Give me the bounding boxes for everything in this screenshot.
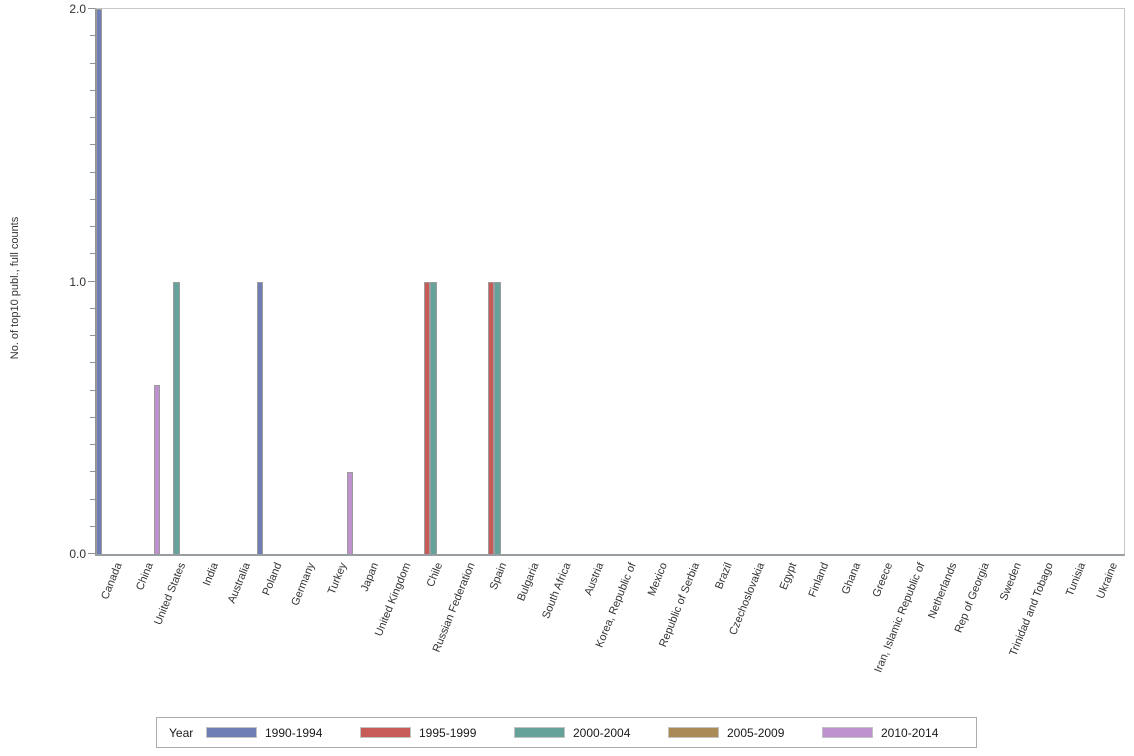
- y-minor-tick: [90, 307, 95, 309]
- y-tick-label: 1.0: [69, 274, 86, 289]
- y-axis-title: No. of top10 publ., full counts: [9, 216, 21, 360]
- y-minor-tick: [90, 362, 95, 364]
- y-minor-tick: [90, 525, 95, 527]
- x-tick-label-text: Brazil: [713, 561, 735, 592]
- plot-area: [95, 8, 1125, 556]
- x-tick-label-text: Tunisia: [1063, 561, 1088, 599]
- x-tick-label-text: China: [134, 561, 157, 593]
- bar-china-2010-2014: [153, 385, 161, 554]
- legend-title: Year: [169, 725, 194, 740]
- x-tick-label-text: Ghana: [839, 561, 864, 597]
- bar-chile-1995-1999: [423, 281, 431, 554]
- y-minor-tick: [90, 444, 95, 445]
- legend-label: 1990-1994: [265, 725, 323, 740]
- legend-swatch-1990-1994: [206, 727, 257, 738]
- bar-poland-1990-1994: [256, 281, 264, 554]
- x-tick-label-text: Egypt: [777, 561, 799, 592]
- x-tick-label-text: Finland: [806, 561, 831, 599]
- x-tick-label-text: Australia: [225, 561, 253, 606]
- y-major-tick: [88, 553, 95, 554]
- y-tick-label: 2.0: [69, 2, 86, 16]
- y-minor-tick: [90, 253, 95, 255]
- x-tick-label-text: Bulgaria: [515, 561, 542, 603]
- x-tick-label-text: Chile: [424, 561, 446, 589]
- x-tick-label-text: Ukraine: [1094, 561, 1121, 601]
- legend-label: 2005-2009: [727, 725, 785, 740]
- x-tick-label-text: Netherlands: [926, 561, 960, 621]
- legend-entry-2005-2009: 2005-2009: [668, 726, 822, 740]
- legend-swatch-2000-2004: [514, 727, 565, 738]
- x-tick-label-text: Sweden: [997, 561, 1024, 603]
- y-minor-tick: [90, 226, 95, 227]
- x-tick-label-text: Canada: [98, 561, 125, 602]
- bar-spain-2000-2004: [494, 281, 501, 554]
- y-minor-tick: [90, 35, 95, 37]
- legend-swatch-1995-1999: [360, 727, 411, 738]
- y-minor-tick: [90, 498, 95, 500]
- legend-label: 1995-1999: [419, 725, 477, 740]
- x-tick-label-text: United States: [152, 561, 189, 627]
- bar-chile-2000-2004: [430, 281, 437, 554]
- x-tick-label-text: Austria: [582, 561, 607, 598]
- y-minor-tick: [90, 144, 95, 146]
- y-minor-tick: [90, 335, 95, 336]
- y-minor-tick: [90, 198, 95, 200]
- y-minor-tick: [90, 389, 95, 391]
- y-minor-tick: [90, 89, 95, 91]
- x-tick-label-text: Turkey: [325, 561, 350, 597]
- legend-entry-2000-2004: 2000-2004: [514, 726, 668, 740]
- bar-canada-1990-1994: [96, 9, 103, 554]
- x-tick-label-text: Mexico: [646, 561, 671, 598]
- y-minor-tick: [90, 471, 95, 473]
- y-minor-tick: [90, 62, 95, 64]
- y-tick-label: 0.0: [69, 547, 86, 561]
- x-tick-label-text: Czechoslovakia: [726, 561, 767, 637]
- legend-swatch-2010-2014: [822, 727, 873, 738]
- bar-united-states-2000-2004: [173, 281, 180, 554]
- legend-swatch-2005-2009: [668, 727, 719, 738]
- x-tick-label-text: Poland: [260, 561, 285, 598]
- x-tick-label-text: Rep of Georgia: [952, 561, 992, 635]
- y-major-tick: [88, 8, 95, 9]
- x-tick-label-text: Spain: [488, 561, 510, 592]
- y-major-tick: [88, 280, 95, 282]
- legend-entry-1990-1994: 1990-1994: [206, 726, 360, 740]
- y-minor-tick: [90, 171, 95, 173]
- legend: Year 1990-1994 1995-1999 2000-2004 2005-200…: [156, 717, 977, 748]
- legend-entry-2010-2014: 2010-2014: [822, 726, 976, 740]
- bar-spain-1995-1999: [487, 281, 495, 554]
- legend-label: 2010-2014: [881, 725, 939, 740]
- x-tick-label-text: South Africa: [540, 561, 574, 621]
- x-tick-label-text: Japan: [358, 561, 382, 594]
- bar-turkey-2010-2014: [346, 472, 353, 554]
- y-minor-tick: [90, 117, 95, 118]
- x-tick-label-text: India: [200, 561, 221, 588]
- x-tick-label-text: United Kingdom: [372, 561, 414, 639]
- x-tick-label-text: Greece: [870, 561, 896, 599]
- y-minor-tick: [90, 416, 95, 418]
- x-tick-label-text: Germany: [288, 561, 317, 608]
- legend-entry-1995-1999: 1995-1999: [360, 726, 514, 740]
- legend-label: 2000-2004: [573, 725, 631, 740]
